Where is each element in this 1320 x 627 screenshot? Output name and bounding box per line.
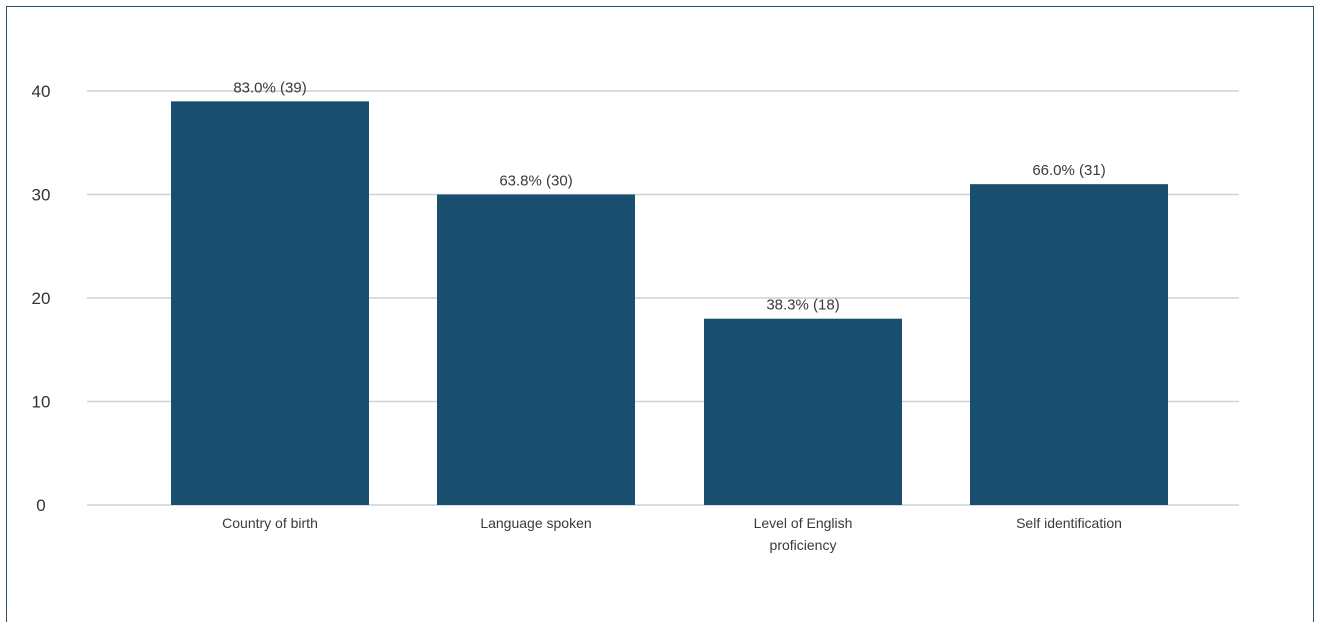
data-label: 38.3% (18) <box>766 297 839 314</box>
bar <box>171 101 369 505</box>
bar <box>704 318 902 505</box>
category-label: Language spoken <box>480 515 591 531</box>
y-tick-label: 10 <box>32 393 51 412</box>
y-tick-label: 30 <box>32 186 51 205</box>
category-label: proficiency <box>770 537 837 553</box>
chart-frame: 0 10 20 30 40 83.0% (39) 63.8% (30) 38.3% (18)… <box>6 6 1314 622</box>
category-label: Self identification <box>1016 515 1122 531</box>
category-label: Country of birth <box>222 515 318 531</box>
y-tick-label: 0 <box>36 496 45 515</box>
bar <box>437 194 635 505</box>
data-label: 83.0% (39) <box>233 79 306 96</box>
y-axis-ticks: 0 10 20 30 40 <box>32 82 51 515</box>
y-tick-label: 40 <box>32 82 51 101</box>
data-label: 63.8% (30) <box>499 173 572 190</box>
data-labels: 83.0% (39) 63.8% (30) 38.3% (18) 66.0% (31) <box>233 79 1105 313</box>
category-label: Level of English <box>754 515 853 531</box>
y-tick-label: 20 <box>32 289 51 308</box>
data-label: 66.0% (31) <box>1032 162 1105 179</box>
bar-chart: 0 10 20 30 40 83.0% (39) 63.8% (30) 38.3% (18)… <box>32 79 1239 553</box>
category-labels: Country of birth Language spoken Level of … <box>222 515 1122 553</box>
bars <box>171 101 1168 505</box>
bar <box>970 184 1168 505</box>
